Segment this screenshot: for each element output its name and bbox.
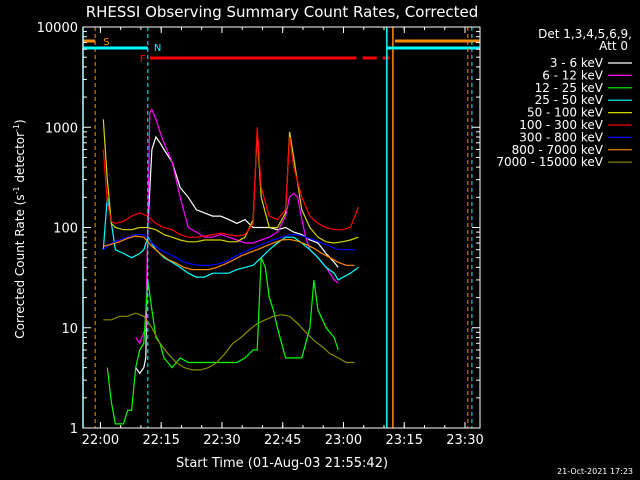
series-line-1 [135, 108, 339, 345]
chart-title: RHESSI Observing Summary Count Rates, Co… [86, 3, 479, 21]
series-line-2 [106, 257, 339, 425]
y-axis-label-sup1: -1 [12, 186, 21, 194]
legend-label-3: 25 - 50 keV [535, 93, 604, 107]
legend-label-1: 6 - 12 keV [542, 68, 604, 82]
series-line-8 [103, 312, 355, 371]
series-line-6 [102, 234, 355, 266]
legend-header-line2: Att 0 [599, 39, 628, 53]
y-axis-label-end: ) [13, 119, 27, 124]
x-tick-label: 23:15 [386, 433, 423, 448]
legend-label-2: 12 - 25 keV [535, 81, 604, 95]
series-layer [102, 108, 360, 425]
x-axis-label: Start Time (01-Aug-03 21:55:42) [176, 456, 388, 471]
x-tick-label: 22:15 [142, 433, 179, 448]
x-tick-label: 22:00 [82, 433, 119, 448]
footer-date: 21-Oct-2021 17:23 [557, 467, 633, 476]
y-axis-label-sup2: -1 [12, 124, 21, 132]
legend-label-7: 800 - 7000 keV [512, 143, 604, 157]
y-tick-label: 10 [61, 322, 78, 337]
legend-label-6: 300 - 800 keV [519, 130, 603, 144]
x-tick-label: 22:30 [203, 433, 240, 448]
flag-label-flare: F [140, 54, 146, 65]
y-axis-label-main: Corrected Count Rate (s [13, 194, 27, 338]
x-tick-label: 23:00 [325, 433, 362, 448]
y-tick-label: 100 [53, 222, 78, 237]
y-axis-label: Corrected Count Rate (s-1 detector-1) [12, 119, 27, 338]
series-line-3 [102, 197, 359, 281]
series-line-5 [102, 127, 360, 238]
legend-label-5: 100 - 300 keV [519, 118, 603, 132]
legend-label-4: 50 - 100 keV [527, 106, 604, 120]
series-line-7 [103, 235, 355, 271]
x-tick-label: 22:45 [264, 433, 301, 448]
x-tick-label: 23:30 [446, 433, 483, 448]
series-line-0 [135, 135, 339, 375]
flag-label-night: N [154, 43, 161, 54]
tick-layer: 22:00 22:15 22:30 22:45 23:00 23:15 23:30 1 10 10… [37, 21, 484, 448]
legend-label-8: 7000 - 15000 keV [496, 155, 603, 169]
legend-label-0: 3 - 6 keV [550, 56, 604, 70]
legend-header-line1: Det 1,3,4,5,6,9, [538, 27, 632, 41]
flag-label-saa: S [103, 37, 109, 48]
y-axis-label-mid: detector [13, 132, 27, 187]
y-tick-label: 1 [70, 422, 78, 437]
y-tick-label: 10000 [37, 21, 78, 36]
series-line-4 [102, 119, 359, 244]
y-tick-label: 1000 [45, 121, 78, 136]
